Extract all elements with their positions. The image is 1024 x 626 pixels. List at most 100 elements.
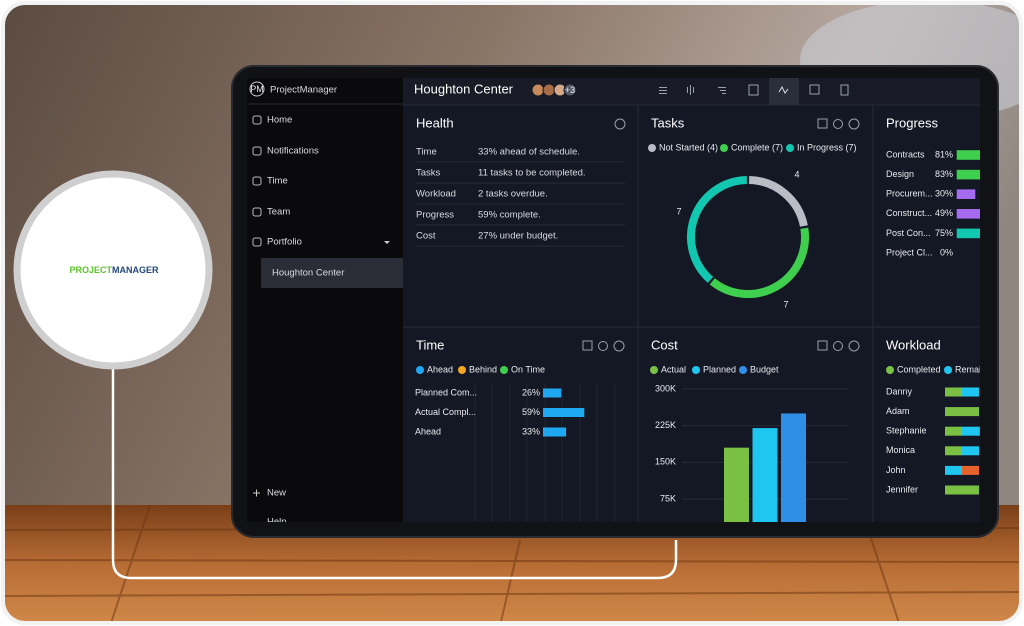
y-tick-label: 225K xyxy=(655,420,676,430)
value-label: 59% xyxy=(522,407,540,417)
bar xyxy=(956,150,980,160)
legend-label: Not Started (4) xyxy=(659,142,718,152)
health-label: Workload xyxy=(416,189,456,200)
panel-icons[interactable] xyxy=(582,118,860,352)
legend-dot xyxy=(692,366,700,374)
nav-item[interactable]: Notifications xyxy=(267,146,319,157)
nav-footer[interactable]: Help xyxy=(267,517,287,528)
bar xyxy=(543,408,585,417)
bar-segment xyxy=(945,446,962,456)
nav-project[interactable]: Houghton Center xyxy=(272,268,344,279)
nav-icon xyxy=(252,237,262,247)
health-value: 33% ahead of schedule. xyxy=(478,147,580,158)
health-label: Progress xyxy=(416,210,454,221)
plus-icon xyxy=(253,489,260,497)
logo-first: PROJECT xyxy=(69,265,112,275)
sidebar: Home Notifications Time Team Portfolio Hought… xyxy=(252,115,390,528)
bar-segment xyxy=(945,465,962,475)
bar xyxy=(956,169,980,180)
bar-label: Adam xyxy=(886,406,910,416)
bar-label: John xyxy=(886,465,906,475)
legend-dot xyxy=(786,144,794,152)
bar-segment xyxy=(979,426,980,436)
more-members[interactable]: +3 xyxy=(565,85,575,95)
legend-dot xyxy=(458,366,466,374)
bar-segment xyxy=(945,387,962,397)
project-title: Houghton Center xyxy=(414,81,514,96)
bar-segment xyxy=(945,407,979,417)
legend-label: On Time xyxy=(511,364,545,374)
nav-icon xyxy=(252,176,262,186)
value-label: 83% xyxy=(935,169,953,179)
app-name: ProjectManager xyxy=(270,85,337,96)
bar xyxy=(956,228,980,239)
legend-label: Completed xyxy=(897,364,941,374)
bar-label: Stephanie xyxy=(886,426,927,436)
legend-label: Planned xyxy=(703,364,736,374)
dashboard: Health Time 33% ahead of schedule. Tasks 11 … xyxy=(415,115,980,522)
legend-dot xyxy=(648,144,656,152)
legend-label: Budget xyxy=(750,364,779,374)
nav-item[interactable]: Portfolio xyxy=(267,237,302,248)
toolbar[interactable] xyxy=(659,84,849,96)
nav-item[interactable]: Time xyxy=(267,176,288,187)
value-label: 0% xyxy=(940,247,953,257)
bar-segment xyxy=(962,426,979,436)
nav-icon xyxy=(252,115,262,125)
health-value: 27% under budget. xyxy=(478,231,558,242)
value-label: 26% xyxy=(522,387,540,397)
legend-dot xyxy=(720,144,728,152)
panel-title: Workload xyxy=(886,337,941,352)
donut-segment xyxy=(687,176,748,283)
bar-label: Jennifer xyxy=(886,484,918,494)
y-tick-label: 300K xyxy=(655,383,676,393)
logo: PROJECTMANAGER xyxy=(69,265,159,275)
bar xyxy=(956,209,980,219)
bar-segment xyxy=(945,485,979,495)
y-tick-label: 150K xyxy=(655,457,676,467)
bar-label: Monica xyxy=(886,445,915,455)
connector xyxy=(111,365,678,580)
bar-label: Project Cl... xyxy=(886,247,933,257)
y-tick-label: 75K xyxy=(660,493,676,503)
legend-dot xyxy=(416,366,424,374)
value-label: 49% xyxy=(935,208,953,218)
nav-item[interactable]: Team xyxy=(267,207,290,218)
legend-dot xyxy=(944,366,952,374)
bar-segment xyxy=(962,387,979,397)
donut-label: 7 xyxy=(783,299,788,309)
bar-label: Post Con... xyxy=(886,228,931,238)
panel-title: Cost xyxy=(651,337,678,352)
logo-second: MANAGER xyxy=(112,265,159,275)
legend-label: Behind xyxy=(469,364,497,374)
health-value: 11 tasks to be completed. xyxy=(478,168,586,179)
donut-label: 4 xyxy=(794,169,799,179)
legend-dot xyxy=(650,366,658,374)
health-value: 2 tasks overdue. xyxy=(478,189,548,200)
donut-segment xyxy=(748,176,808,227)
legend-label: Ahead xyxy=(427,364,453,374)
legend-dot xyxy=(500,366,508,374)
panel-title: Time xyxy=(416,337,444,352)
value-label: 30% xyxy=(935,189,953,199)
bar xyxy=(752,428,778,522)
nav-item[interactable]: Home xyxy=(267,115,292,126)
value-label: 81% xyxy=(935,149,953,159)
bar-label: Contracts xyxy=(886,149,925,159)
donut-segment xyxy=(709,227,809,298)
health-label: Tasks xyxy=(416,168,441,179)
legend-label: In Progress (7) xyxy=(797,142,857,152)
nav-icon xyxy=(252,146,262,156)
bar xyxy=(543,427,567,437)
legend-label: Actual xyxy=(661,364,686,374)
bar xyxy=(724,447,749,522)
legend-dot xyxy=(886,366,894,374)
bar-label: Procurem... xyxy=(886,189,933,199)
bar-segment xyxy=(962,446,979,456)
panel-title: Health xyxy=(416,115,454,130)
legend-label: Complete (7) xyxy=(731,142,783,152)
nav-footer[interactable]: New xyxy=(267,488,286,499)
app-badge: PM xyxy=(250,84,264,94)
